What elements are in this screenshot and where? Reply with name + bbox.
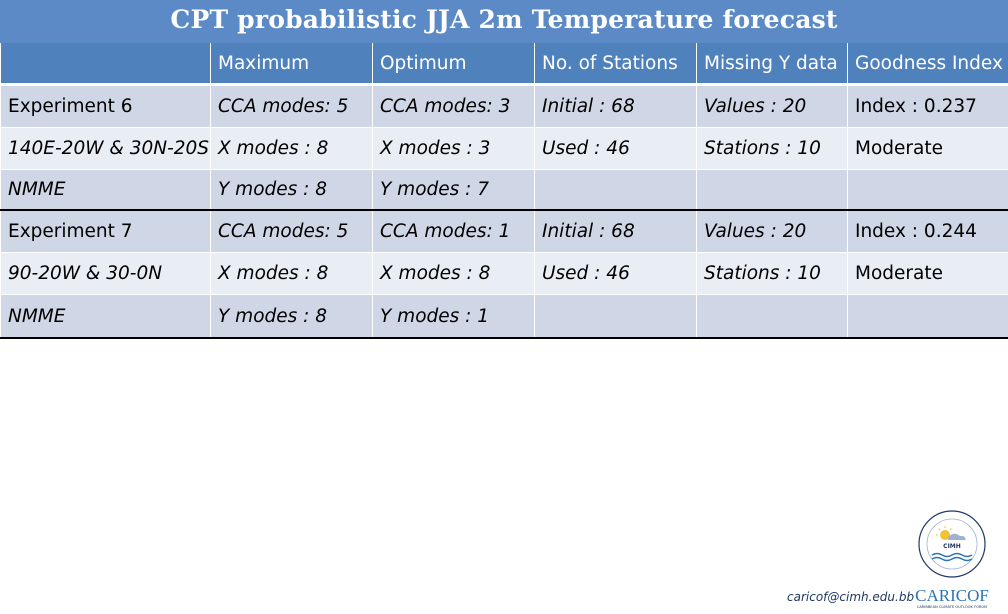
table-cell: Values : 20 bbox=[697, 85, 848, 128]
table-cell bbox=[535, 295, 697, 339]
table-cell: CCA modes: 3 bbox=[373, 85, 535, 128]
table-row: NMME Y modes : 8 Y modes : 1 bbox=[1, 295, 1008, 339]
goodness-rating: Moderate bbox=[848, 253, 1008, 295]
table-cell: CCA modes: 5 bbox=[211, 210, 373, 253]
table-row: 140E-20W & 30N-20S X modes : 8 X modes :… bbox=[1, 128, 1008, 170]
table-cell: Values : 20 bbox=[697, 210, 848, 253]
title-bar: CPT probabilistic JJA 2m Temperature for… bbox=[0, 0, 1008, 44]
table-cell bbox=[697, 170, 848, 211]
cimh-caricof-logo: CIMH CARICOF CARIBBEAN CLIMATE OUTLOOK F… bbox=[902, 506, 1002, 610]
header-cell-stations: No. of Stations bbox=[535, 43, 697, 85]
table-cell: X modes : 8 bbox=[211, 128, 373, 170]
table-cell: Y modes : 8 bbox=[211, 295, 373, 339]
table-cell: Y modes : 7 bbox=[373, 170, 535, 211]
logo-group: CIMH CARICOF CARIBBEAN CLIMATE OUTLOOK F… bbox=[902, 506, 1002, 610]
table-row: NMME Y modes : 8 Y modes : 7 bbox=[1, 170, 1008, 211]
table-cell: X modes : 8 bbox=[211, 253, 373, 295]
table-row: Experiment 7 CCA modes: 5 CCA modes: 1 I… bbox=[1, 210, 1008, 253]
table-header-row: Maximum Optimum No. of Stations Missing … bbox=[1, 43, 1008, 85]
caricof-wordmark: CARICOF bbox=[915, 586, 989, 605]
table-cell: NMME bbox=[1, 170, 211, 211]
table-cell: Stations : 10 bbox=[697, 128, 848, 170]
table-cell: NMME bbox=[1, 295, 211, 339]
header-cell-optimum: Optimum bbox=[373, 43, 535, 85]
header-cell-missing: Missing Y data bbox=[697, 43, 848, 85]
table-row: Experiment 6 CCA modes: 5 CCA modes: 3 I… bbox=[1, 85, 1008, 128]
table-row: 90-20W & 30-0N X modes : 8 X modes : 8 U… bbox=[1, 253, 1008, 295]
table-cell: CCA modes: 1 bbox=[373, 210, 535, 253]
table-cell: CCA modes: 5 bbox=[211, 85, 373, 128]
forecast-table: Maximum Optimum No. of Stations Missing … bbox=[0, 43, 1008, 339]
table-cell: Experiment 7 bbox=[1, 210, 211, 253]
table-cell: Y modes : 1 bbox=[373, 295, 535, 339]
table-cell: Used : 46 bbox=[535, 253, 697, 295]
table-cell: Initial : 68 bbox=[535, 85, 697, 128]
table-cell: 90-20W & 30-0N bbox=[1, 253, 211, 295]
table-cell bbox=[535, 170, 697, 211]
table-cell bbox=[848, 170, 1008, 211]
table-cell: X modes : 3 bbox=[373, 128, 535, 170]
table-cell: Experiment 6 bbox=[1, 85, 211, 128]
table-cell: 140E-20W & 30N-20S bbox=[1, 128, 211, 170]
table-cell bbox=[697, 295, 848, 339]
table-cell bbox=[848, 295, 1008, 339]
header-cell-maximum: Maximum bbox=[211, 43, 373, 85]
page-title: CPT probabilistic JJA 2m Temperature for… bbox=[0, 0, 1008, 34]
goodness-rating: Moderate bbox=[848, 128, 1008, 170]
table-cell: Used : 46 bbox=[535, 128, 697, 170]
table-cell: Initial : 68 bbox=[535, 210, 697, 253]
header-cell-goodness: Goodness Index bbox=[848, 43, 1008, 85]
header-cell-corner bbox=[1, 43, 211, 85]
table-cell: Index : 0.237 bbox=[848, 85, 1008, 128]
table-cell: Y modes : 8 bbox=[211, 170, 373, 211]
table-cell: X modes : 8 bbox=[373, 253, 535, 295]
table-cell: Index : 0.244 bbox=[848, 210, 1008, 253]
table-cell: Stations : 10 bbox=[697, 253, 848, 295]
cimh-seal-text: CIMH bbox=[943, 543, 961, 550]
caricof-tagline: CARIBBEAN CLIMATE OUTLOOK FORUM bbox=[917, 605, 987, 609]
contact-email: caricof@cimh.edu.bb bbox=[787, 590, 914, 604]
